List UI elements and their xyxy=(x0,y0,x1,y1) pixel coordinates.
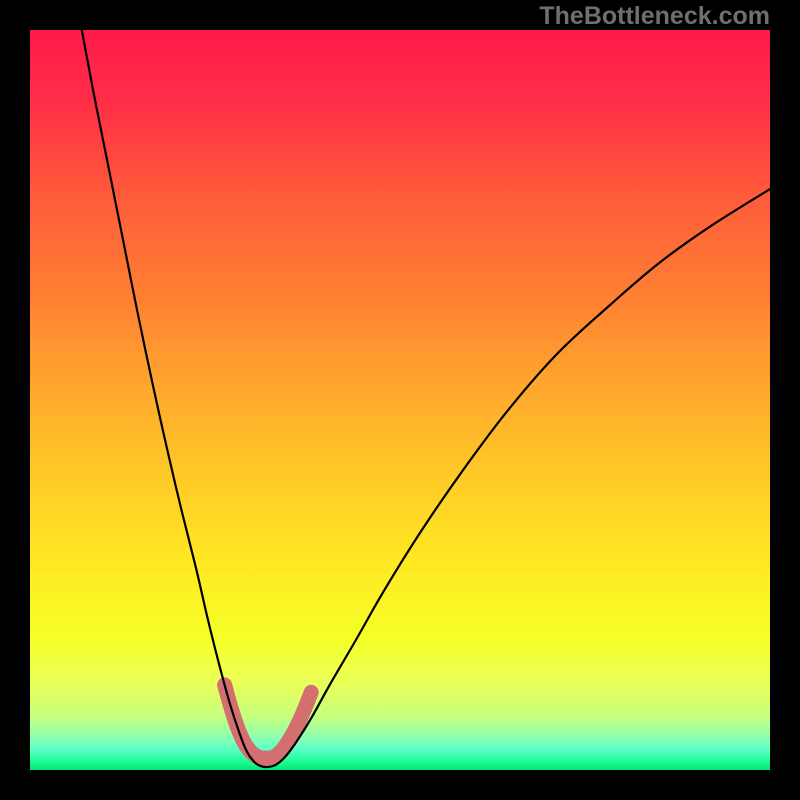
frame-border-bottom xyxy=(0,770,800,800)
frame-border-left xyxy=(0,0,30,800)
frame-border-right xyxy=(770,0,800,800)
bottleneck-curve-chart xyxy=(0,0,800,800)
gradient-background xyxy=(30,30,770,770)
chart-stage: TheBottleneck.com xyxy=(0,0,800,800)
watermark-text: TheBottleneck.com xyxy=(539,2,770,31)
